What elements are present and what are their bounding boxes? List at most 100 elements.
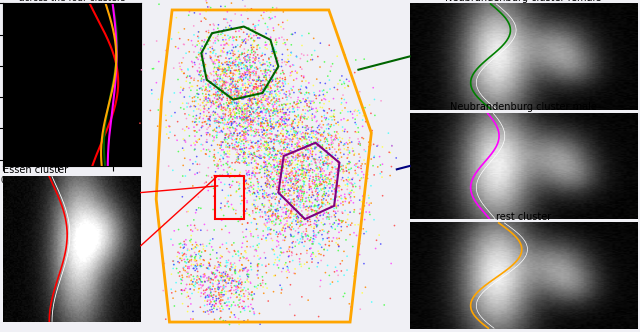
- Point: [321, 207, 331, 212]
- Point: [301, 90, 312, 95]
- Point: [283, 101, 293, 106]
- Point: [253, 99, 264, 104]
- Text: Essen cluster: Essen cluster: [3, 165, 68, 175]
- Point: [253, 83, 264, 89]
- Point: [292, 193, 302, 199]
- Point: [216, 301, 226, 306]
- Point: [321, 172, 332, 178]
- Point: [296, 183, 306, 189]
- Point: [337, 96, 347, 101]
- Point: [200, 295, 211, 300]
- Point: [211, 106, 221, 111]
- Point: [330, 265, 340, 270]
- Point: [321, 176, 332, 181]
- Point: [284, 117, 294, 122]
- Point: [195, 282, 205, 288]
- Point: [253, 93, 264, 99]
- Point: [264, 109, 274, 115]
- Point: [243, 128, 253, 133]
- Point: [205, 307, 215, 313]
- Point: [193, 101, 204, 107]
- Point: [218, 88, 228, 93]
- Point: [330, 107, 340, 113]
- Point: [268, 148, 278, 154]
- Point: [252, 188, 262, 194]
- Point: [275, 167, 285, 172]
- Point: [327, 167, 337, 172]
- Point: [188, 266, 198, 271]
- Point: [260, 96, 270, 101]
- Point: [257, 124, 268, 129]
- Point: [288, 109, 298, 115]
- Point: [252, 66, 262, 72]
- Point: [271, 207, 282, 212]
- Point: [305, 137, 315, 143]
- Point: [179, 138, 189, 143]
- Point: [182, 309, 193, 314]
- Point: [216, 143, 226, 148]
- Point: [278, 107, 288, 112]
- Point: [288, 136, 298, 142]
- Point: [292, 165, 303, 170]
- Point: [223, 67, 234, 73]
- Point: [308, 156, 318, 161]
- Point: [257, 53, 268, 58]
- Point: [210, 155, 220, 161]
- Point: [176, 281, 186, 286]
- Point: [230, 278, 240, 283]
- Point: [301, 204, 312, 209]
- Point: [168, 266, 179, 271]
- Point: [238, 116, 248, 122]
- Point: [284, 160, 294, 165]
- Point: [260, 281, 271, 287]
- Point: [296, 138, 307, 143]
- Point: [283, 57, 293, 62]
- Point: [264, 79, 274, 84]
- Point: [255, 83, 266, 88]
- Point: [199, 60, 209, 65]
- Point: [233, 219, 243, 224]
- Point: [263, 122, 273, 127]
- Point: [216, 120, 226, 125]
- Point: [214, 102, 224, 108]
- Point: [275, 122, 285, 127]
- Point: [235, 152, 245, 157]
- Point: [331, 153, 341, 158]
- Point: [168, 242, 178, 248]
- Point: [257, 236, 267, 242]
- Point: [223, 260, 233, 265]
- Point: [371, 238, 381, 243]
- Point: [324, 273, 335, 278]
- Point: [357, 161, 367, 167]
- Point: [346, 304, 356, 310]
- Point: [273, 203, 283, 208]
- Point: [301, 137, 311, 142]
- Point: [271, 109, 282, 114]
- Point: [249, 134, 259, 139]
- Point: [283, 141, 293, 147]
- Point: [204, 110, 214, 115]
- Point: [370, 66, 380, 72]
- Point: [312, 167, 323, 173]
- Point: [264, 73, 275, 78]
- Point: [190, 62, 200, 67]
- Point: [218, 35, 228, 41]
- Point: [281, 102, 291, 108]
- Point: [278, 180, 288, 186]
- Point: [233, 89, 243, 94]
- Point: [251, 210, 261, 215]
- Point: [241, 135, 251, 141]
- Point: [245, 52, 255, 57]
- Point: [210, 38, 220, 43]
- Point: [230, 303, 241, 308]
- Point: [239, 51, 250, 56]
- Point: [316, 158, 326, 163]
- Point: [276, 139, 287, 144]
- Point: [223, 273, 233, 279]
- Point: [282, 155, 292, 160]
- Point: [264, 42, 275, 47]
- Point: [179, 257, 189, 262]
- Point: [241, 125, 251, 131]
- Point: [172, 254, 182, 259]
- Point: [218, 121, 228, 126]
